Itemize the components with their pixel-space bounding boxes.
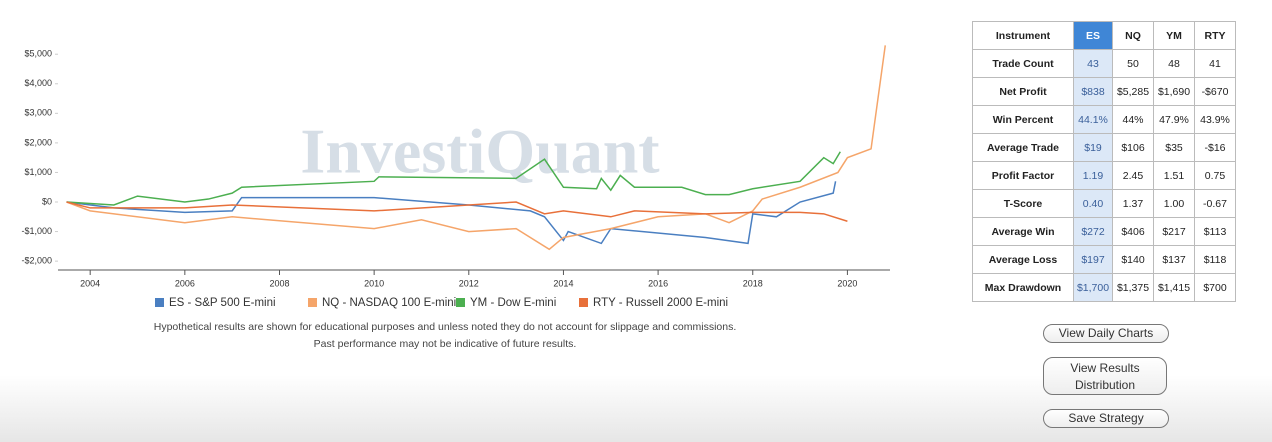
table-cell: -$16	[1194, 133, 1236, 162]
table-cell: $1,415	[1153, 273, 1195, 302]
table-row: T-Score 0.40 1.37 1.00 -0.67	[972, 189, 1236, 218]
x-tick-label: 2016	[648, 278, 668, 288]
series-line	[66, 201, 848, 222]
x-tick-label: 2010	[364, 278, 384, 288]
y-tick-label: $4,000	[24, 78, 52, 88]
legend-label: RTY - Russell 2000 E-mini	[593, 297, 728, 309]
legend-swatch	[308, 298, 317, 307]
button[interactable]: Save Strategy	[1043, 409, 1169, 428]
table-cell: 43.9%	[1194, 105, 1236, 134]
table-row: Trade Count 43 50 48 41	[972, 49, 1236, 78]
table-cell: $217	[1153, 217, 1195, 246]
table-cell: 0.75	[1194, 161, 1236, 190]
table-cell: $106	[1112, 133, 1154, 162]
table-row: Instrument ES NQ YM RTY	[972, 21, 1236, 50]
table-cell: Profit Factor	[972, 161, 1074, 190]
stats-table: Instrument ES NQ YM RTY Trade Count 43 50 48 41 Ne…	[972, 21, 1236, 302]
table-cell: 1.00	[1153, 189, 1195, 218]
table-cell: 0.40	[1073, 189, 1113, 218]
table-cell: Trade Count	[972, 49, 1074, 78]
table-row: Max Drawdown $1,700 $1,375 $1,415 $700	[972, 273, 1236, 302]
table-cell: RTY	[1194, 21, 1236, 50]
legend-swatch	[456, 298, 465, 307]
table-cell: $197	[1073, 245, 1113, 274]
table-cell: $1,375	[1112, 273, 1154, 302]
table-cell: 44.1%	[1073, 105, 1113, 134]
series-line	[66, 151, 841, 206]
table-cell: 1.19	[1073, 161, 1113, 190]
table-cell: $113	[1194, 217, 1236, 246]
series-line	[66, 45, 887, 251]
table-row: Average Win $272 $406 $217 $113	[972, 217, 1236, 246]
y-tick-label: $1,000	[24, 167, 52, 177]
table-row: Average Trade $19 $106 $35 -$16	[972, 133, 1236, 162]
legend-label: ES - S&P 500 E-mini	[169, 297, 276, 309]
table-row: Win Percent 44.1% 44% 47.9% 43.9%	[972, 105, 1236, 134]
button[interactable]: View Results Distribution	[1043, 357, 1167, 395]
table-cell: Average Win	[972, 217, 1074, 246]
table-cell: Instrument	[972, 21, 1074, 50]
chart: InvestiQuant -$2,000 -$1,000 $0 $1,000 $2,00…	[21, 45, 890, 309]
table-cell: $5,285	[1112, 77, 1154, 106]
table-cell: Average Trade	[972, 133, 1074, 162]
table-cell: 41	[1194, 49, 1236, 78]
y-tick-label: $3,000	[24, 108, 52, 118]
table-cell: NQ	[1112, 21, 1154, 50]
table-cell: $140	[1112, 245, 1154, 274]
legend-swatch	[579, 298, 588, 307]
table-row: Average Loss $197 $140 $137 $118	[972, 245, 1236, 274]
y-tick-label: $5,000	[24, 49, 52, 59]
disclaimer: Past performance may not be indicative o…	[313, 338, 577, 350]
table-row: Profit Factor 1.19 2.45 1.51 0.75	[972, 161, 1236, 190]
x-tick-label: 2004	[80, 278, 100, 288]
table-cell: -0.67	[1194, 189, 1236, 218]
table-cell: $272	[1073, 217, 1113, 246]
table-cell: 44%	[1112, 105, 1154, 134]
table-cell: T-Score	[972, 189, 1074, 218]
y-tick-label: -$2,000	[21, 256, 52, 266]
x-tick-label: 2020	[837, 278, 857, 288]
table-cell: $406	[1112, 217, 1154, 246]
table-cell: $137	[1153, 245, 1195, 274]
table-cell: 48	[1153, 49, 1195, 78]
table-cell: Average Loss	[972, 245, 1074, 274]
table-cell: Win Percent	[972, 105, 1074, 134]
table-cell: -$670	[1194, 77, 1236, 106]
x-tick-label: 2006	[175, 278, 195, 288]
x-tick-label: 2018	[743, 278, 763, 288]
table-cell: $700	[1194, 273, 1236, 302]
table-cell: $1,690	[1153, 77, 1195, 106]
table-row: Net Profit $838 $5,285 $1,690 -$670	[972, 77, 1236, 106]
legend-label: NQ - NASDAQ 100 E-mini	[322, 297, 456, 309]
table-cell: 47.9%	[1153, 105, 1195, 134]
x-tick-label: 2008	[269, 278, 289, 288]
table-cell: ES	[1073, 21, 1113, 50]
table-cell: Max Drawdown	[972, 273, 1074, 302]
button[interactable]: View Daily Charts	[1043, 324, 1169, 343]
table-cell: $1,700	[1073, 273, 1113, 302]
table-cell: $838	[1073, 77, 1113, 106]
table-cell: $19	[1073, 133, 1113, 162]
legend-swatch	[155, 298, 164, 307]
x-tick-label: 2014	[553, 278, 573, 288]
table-cell: 1.51	[1153, 161, 1195, 190]
table-cell: 50	[1112, 49, 1154, 78]
table-cell: $118	[1194, 245, 1236, 274]
y-tick-label: -$1,000	[21, 226, 52, 236]
table-cell: 1.37	[1112, 189, 1154, 218]
table-cell: $35	[1153, 133, 1195, 162]
y-tick-label: $0	[42, 196, 52, 206]
table-cell: YM	[1153, 21, 1195, 50]
table-cell: 43	[1073, 49, 1113, 78]
x-tick-label: 2012	[459, 278, 479, 288]
watermark: InvestiQuant	[300, 116, 660, 187]
table-cell: Net Profit	[972, 77, 1074, 106]
y-tick-label: $2,000	[24, 137, 52, 147]
legend-label: YM - Dow E-mini	[470, 297, 556, 309]
series-line	[66, 181, 837, 245]
table-cell: 2.45	[1112, 161, 1154, 190]
disclaimer: Hypothetical results are shown for educa…	[153, 321, 737, 333]
